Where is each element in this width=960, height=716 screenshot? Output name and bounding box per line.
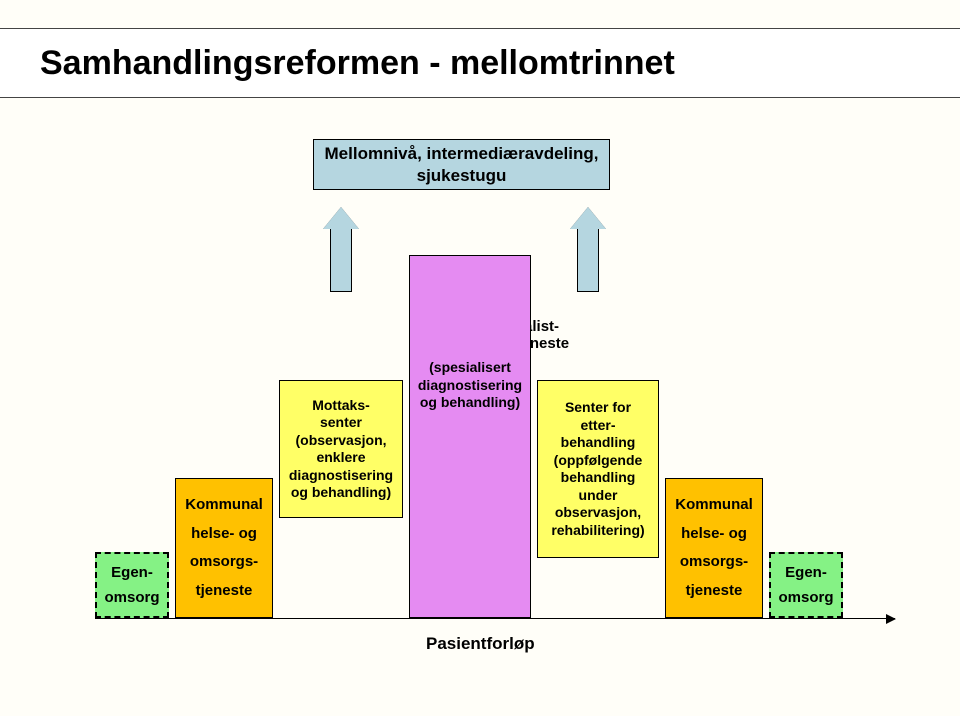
arrow-head [570,207,606,229]
subtitle-text: Mellomnivå, intermediæravdeling, sjukest… [314,139,609,190]
box-kommunal-right: Kommunalhelse- ogomsorgs-tjeneste [665,478,763,618]
x-axis-label: Pasientforløp [426,634,535,654]
arrow-stem [577,229,599,292]
title-bar: Samhandlingsreformen - mellomtrinnet [0,28,960,98]
box-spesialist: (spesialisertdiagnostiseringog behandlin… [409,255,531,618]
x-axis [95,618,895,619]
subtitle-box: Mellomnivå, intermediæravdeling, sjukest… [313,139,610,190]
box-egenomsorg-left: Egen-omsorg [95,552,169,618]
arrow-stem [330,229,352,292]
box-kommunal-left: Kommunalhelse- ogomsorgs-tjeneste [175,478,273,618]
arrow-up-right [570,207,606,292]
arrow-head [323,207,359,229]
slide-title: Samhandlingsreformen - mellomtrinnet [40,44,675,83]
box-egenomsorg-right: Egen-omsorg [769,552,843,618]
box-senter-etterbehandling: Senter foretter-behandling(oppfølgendebe… [537,380,659,558]
slide: { "title": "Samhandlingsreformen - mello… [0,0,960,716]
box-mottakssenter: Mottaks-senter(observasjon,enklerediagno… [279,380,403,518]
arrow-up-left [323,207,359,292]
